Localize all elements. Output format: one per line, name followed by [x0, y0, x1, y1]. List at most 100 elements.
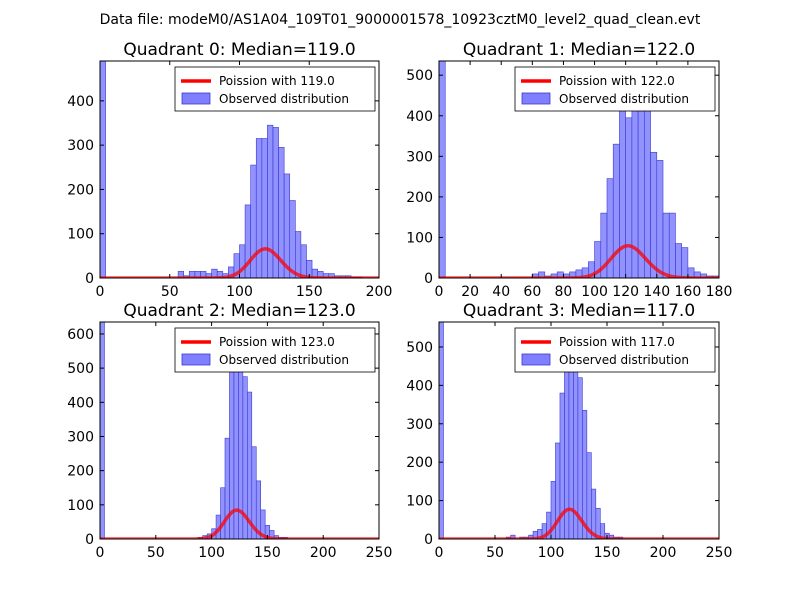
x-tick-label: 100 — [581, 284, 608, 300]
axes-frame — [438, 60, 720, 279]
legend-bars-swatch — [521, 353, 551, 366]
x-tick-label: 20 — [461, 284, 479, 300]
y-tick-label: 300 — [406, 417, 433, 433]
y-tick-label: 200 — [406, 455, 433, 471]
y-tick-label: 100 — [406, 494, 433, 510]
x-tick-label: 150 — [594, 545, 621, 561]
y-tick-label: 100 — [67, 227, 94, 243]
y-tick-label: 100 — [67, 498, 94, 514]
y-tick-label: 600 — [67, 327, 94, 343]
x-tick-label: 180 — [706, 284, 733, 300]
histogram-bar — [260, 509, 266, 539]
histogram-bar — [261, 138, 268, 278]
legend-bars-label: Observed distribution — [219, 353, 349, 367]
x-tick-label: 250 — [706, 545, 733, 561]
histogram-bar — [681, 247, 689, 278]
legend-bars-swatch — [181, 92, 211, 105]
histogram-bar — [625, 117, 633, 278]
y-tick-label: 0 — [85, 271, 94, 287]
axes-frame — [438, 321, 720, 540]
chart-panel-3: 0 50 100 150 200 250 0 100 200 300 400 500 Quadrant … — [406, 301, 732, 561]
y-tick-label: 400 — [406, 378, 433, 394]
histogram-bar — [294, 231, 302, 278]
y-tick-label: 300 — [406, 149, 433, 165]
histogram-bar — [612, 143, 620, 278]
legend-bars-swatch — [521, 92, 551, 105]
histogram-bar — [255, 138, 263, 278]
y-tick-label: 400 — [67, 94, 94, 110]
chart-panel-1: 0 20 40 60 80 100 120 140 160 1800100200300400500… — [406, 40, 732, 300]
y-tick-label: 300 — [67, 138, 94, 154]
legend-curve-label: Poission with 123.0 — [219, 335, 335, 349]
x-tick-label: 50 — [486, 545, 504, 561]
legend-bars-label: Observed distribution — [559, 92, 689, 106]
x-tick-label: 100 — [198, 545, 225, 561]
y-tick-label: 0 — [85, 532, 94, 548]
chart-title: Quadrant 3: Median=117.0 — [463, 301, 695, 321]
chart-title: Quadrant 2: Median=123.0 — [123, 301, 355, 321]
y-tick-label: 300 — [67, 429, 94, 445]
x-tick-label: 200 — [366, 284, 393, 300]
y-tick-label: 200 — [67, 464, 94, 480]
histogram-bar — [100, 322, 105, 539]
histogram-bar — [267, 124, 274, 278]
x-tick-label: 200 — [650, 545, 677, 561]
chart-title: Quadrant 0: Median=119.0 — [123, 40, 355, 60]
chart-panel-2: 0 50 100 150 200 250 0 100 200 300 400 500 600 Quadra… — [67, 301, 392, 561]
x-tick-label: 0 — [96, 545, 105, 561]
histogram-bar — [439, 322, 444, 539]
x-tick-label: 0 — [435, 545, 444, 561]
x-tick-label: 140 — [643, 284, 670, 300]
histogram-bar — [656, 160, 664, 278]
x-tick-label: 100 — [226, 284, 253, 300]
histogram-bar — [662, 212, 670, 278]
figure-suptitle: Data file: modeM0/AS1A04_109T01_90000015… — [100, 12, 701, 28]
legend-curve-label: Poission with 119.0 — [219, 74, 335, 88]
y-tick-label: 500 — [406, 68, 433, 84]
y-tick-label: 400 — [67, 395, 94, 411]
y-tick-label: 500 — [67, 361, 94, 377]
y-tick-label: 400 — [406, 109, 433, 125]
y-tick-label: 0 — [424, 271, 433, 287]
x-tick-label: 250 — [366, 545, 393, 561]
legend-curve-label: Poission with 117.0 — [559, 335, 675, 349]
legend-bars-label: Observed distribution — [559, 353, 689, 367]
y-tick-label: 200 — [406, 190, 433, 206]
x-tick-label: 60 — [523, 284, 541, 300]
x-tick-label: 160 — [675, 284, 702, 300]
x-tick-label: 50 — [147, 545, 165, 561]
histogram-bar — [538, 271, 546, 278]
x-tick-label: 100 — [538, 545, 565, 561]
histogram-bar — [650, 151, 658, 278]
legend-box — [514, 327, 716, 373]
x-tick-label: 150 — [296, 284, 323, 300]
x-tick-label: 0 — [435, 284, 444, 300]
histogram-bar — [644, 109, 651, 278]
histogram-bar — [224, 437, 230, 539]
histogram-bar — [439, 61, 446, 278]
x-tick-label: 200 — [310, 545, 337, 561]
y-tick-label: 100 — [406, 230, 433, 246]
histogram-bar — [668, 212, 676, 278]
y-tick-label: 500 — [406, 340, 433, 356]
histogram-bar — [289, 200, 296, 278]
y-tick-label: 200 — [67, 182, 94, 198]
plot-area — [439, 61, 719, 278]
histogram-bar — [675, 243, 682, 278]
histogram-bar — [220, 487, 226, 539]
x-tick-label: 150 — [254, 545, 281, 561]
x-tick-label: 80 — [555, 284, 573, 300]
legend-curve-label: Poission with 122.0 — [559, 74, 675, 88]
chart-title: Quadrant 1: Median=122.0 — [463, 40, 695, 60]
x-tick-label: 50 — [161, 284, 179, 300]
histogram-bar — [300, 244, 307, 278]
poisson-curve — [100, 508, 379, 539]
chart-panel-0: 0 50 100 150 200 0 100 200 300 400 Quadrant 0: Med… — [67, 40, 392, 300]
x-tick-label: 0 — [96, 284, 105, 300]
histogram-bar — [177, 271, 184, 278]
axes-frame — [99, 321, 380, 540]
x-tick-label: 40 — [492, 284, 510, 300]
histogram-bar — [100, 61, 106, 278]
legend-bars-label: Observed distribution — [219, 92, 349, 106]
